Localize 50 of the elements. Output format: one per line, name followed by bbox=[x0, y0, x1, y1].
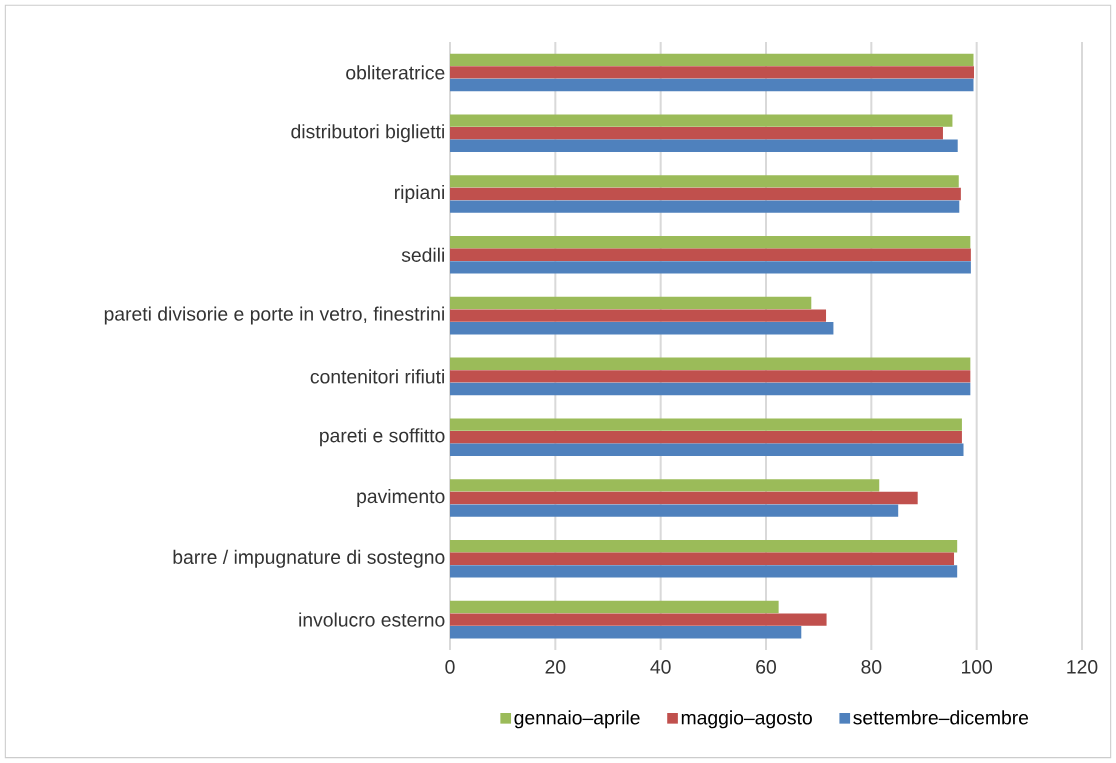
bar bbox=[450, 309, 827, 322]
x-tick-label: 80 bbox=[861, 660, 882, 674]
bar bbox=[450, 235, 971, 249]
bar bbox=[450, 248, 971, 261]
y-tick-label: pavimento bbox=[357, 488, 445, 507]
bar bbox=[450, 491, 918, 505]
y-tick-label: obliteratrice bbox=[346, 65, 445, 80]
x-tick-label: 60 bbox=[756, 660, 776, 674]
y-tick-label: sedili bbox=[401, 247, 444, 262]
y-tick-label: ripiani bbox=[394, 184, 444, 204]
bar bbox=[450, 565, 958, 578]
y-tick-label: pareti e soffitto bbox=[320, 428, 445, 447]
legend-label: maggio–agosto bbox=[681, 710, 812, 729]
bar bbox=[450, 175, 959, 188]
bar bbox=[450, 504, 899, 517]
bar bbox=[450, 357, 971, 370]
x-tick-label: 100 bbox=[962, 660, 993, 674]
bar bbox=[450, 479, 880, 492]
bar bbox=[450, 418, 962, 431]
bar bbox=[450, 321, 834, 335]
x-tick-label: 120 bbox=[1067, 660, 1098, 674]
bar bbox=[450, 139, 958, 152]
bar bbox=[450, 600, 779, 614]
y-tick-label: contenitori rifiuti bbox=[310, 369, 444, 384]
x-tick-label: 40 bbox=[650, 660, 671, 674]
bar bbox=[450, 78, 974, 92]
y-tick-label: distributori biglietti bbox=[291, 124, 444, 143]
bar bbox=[450, 187, 961, 201]
y-tick-label: barre / impugnature di sostegno bbox=[173, 549, 445, 568]
bar bbox=[450, 53, 974, 66]
x-tick-label: 0 bbox=[445, 660, 455, 674]
bar bbox=[450, 261, 971, 274]
bar bbox=[450, 625, 802, 639]
x-tick-label: 20 bbox=[545, 660, 566, 674]
bar bbox=[450, 382, 971, 396]
bar bbox=[450, 200, 960, 213]
bar bbox=[450, 114, 953, 127]
bar bbox=[450, 66, 975, 79]
y-tick-label: pareti divisorie e porte in vetro, finestrini bbox=[104, 306, 444, 325]
bar bbox=[450, 296, 812, 310]
bar bbox=[450, 443, 964, 456]
bar bbox=[450, 430, 962, 444]
legend-label: gennaio–aprile bbox=[514, 710, 640, 729]
bar bbox=[450, 552, 955, 565]
bar bbox=[450, 370, 971, 383]
legend-label: settembre–dicembre bbox=[853, 710, 1029, 725]
bar bbox=[450, 613, 827, 626]
bar bbox=[450, 126, 943, 140]
y-tick-label: involucro esterno bbox=[299, 612, 445, 627]
bar bbox=[450, 539, 958, 553]
